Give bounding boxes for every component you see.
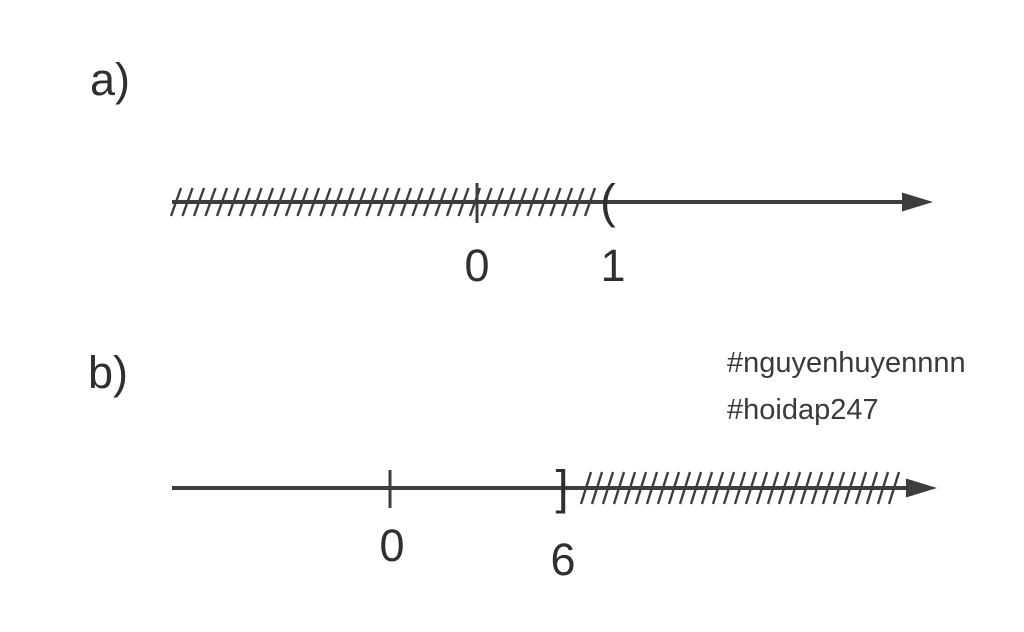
arrowhead-a	[902, 192, 933, 212]
watermark-line-1: #nguyenhuyennnn	[727, 347, 966, 379]
part-label-b: b)	[88, 347, 129, 398]
watermark: #nguyenhuyennnn #hoidap247	[727, 340, 966, 434]
tick-label-a-0: 0	[464, 240, 490, 291]
watermark-line-2: #hoidap247	[727, 394, 879, 426]
arrowhead-b	[906, 478, 937, 498]
closed-bracket-marker: ]	[555, 460, 569, 514]
boundary-label-b-6: 6	[550, 534, 576, 585]
boundary-label-a-1: 1	[600, 240, 626, 291]
open-paren-marker: (	[600, 174, 616, 228]
part-label-a: a)	[90, 54, 131, 105]
tick-label-b-0: 0	[379, 520, 405, 571]
